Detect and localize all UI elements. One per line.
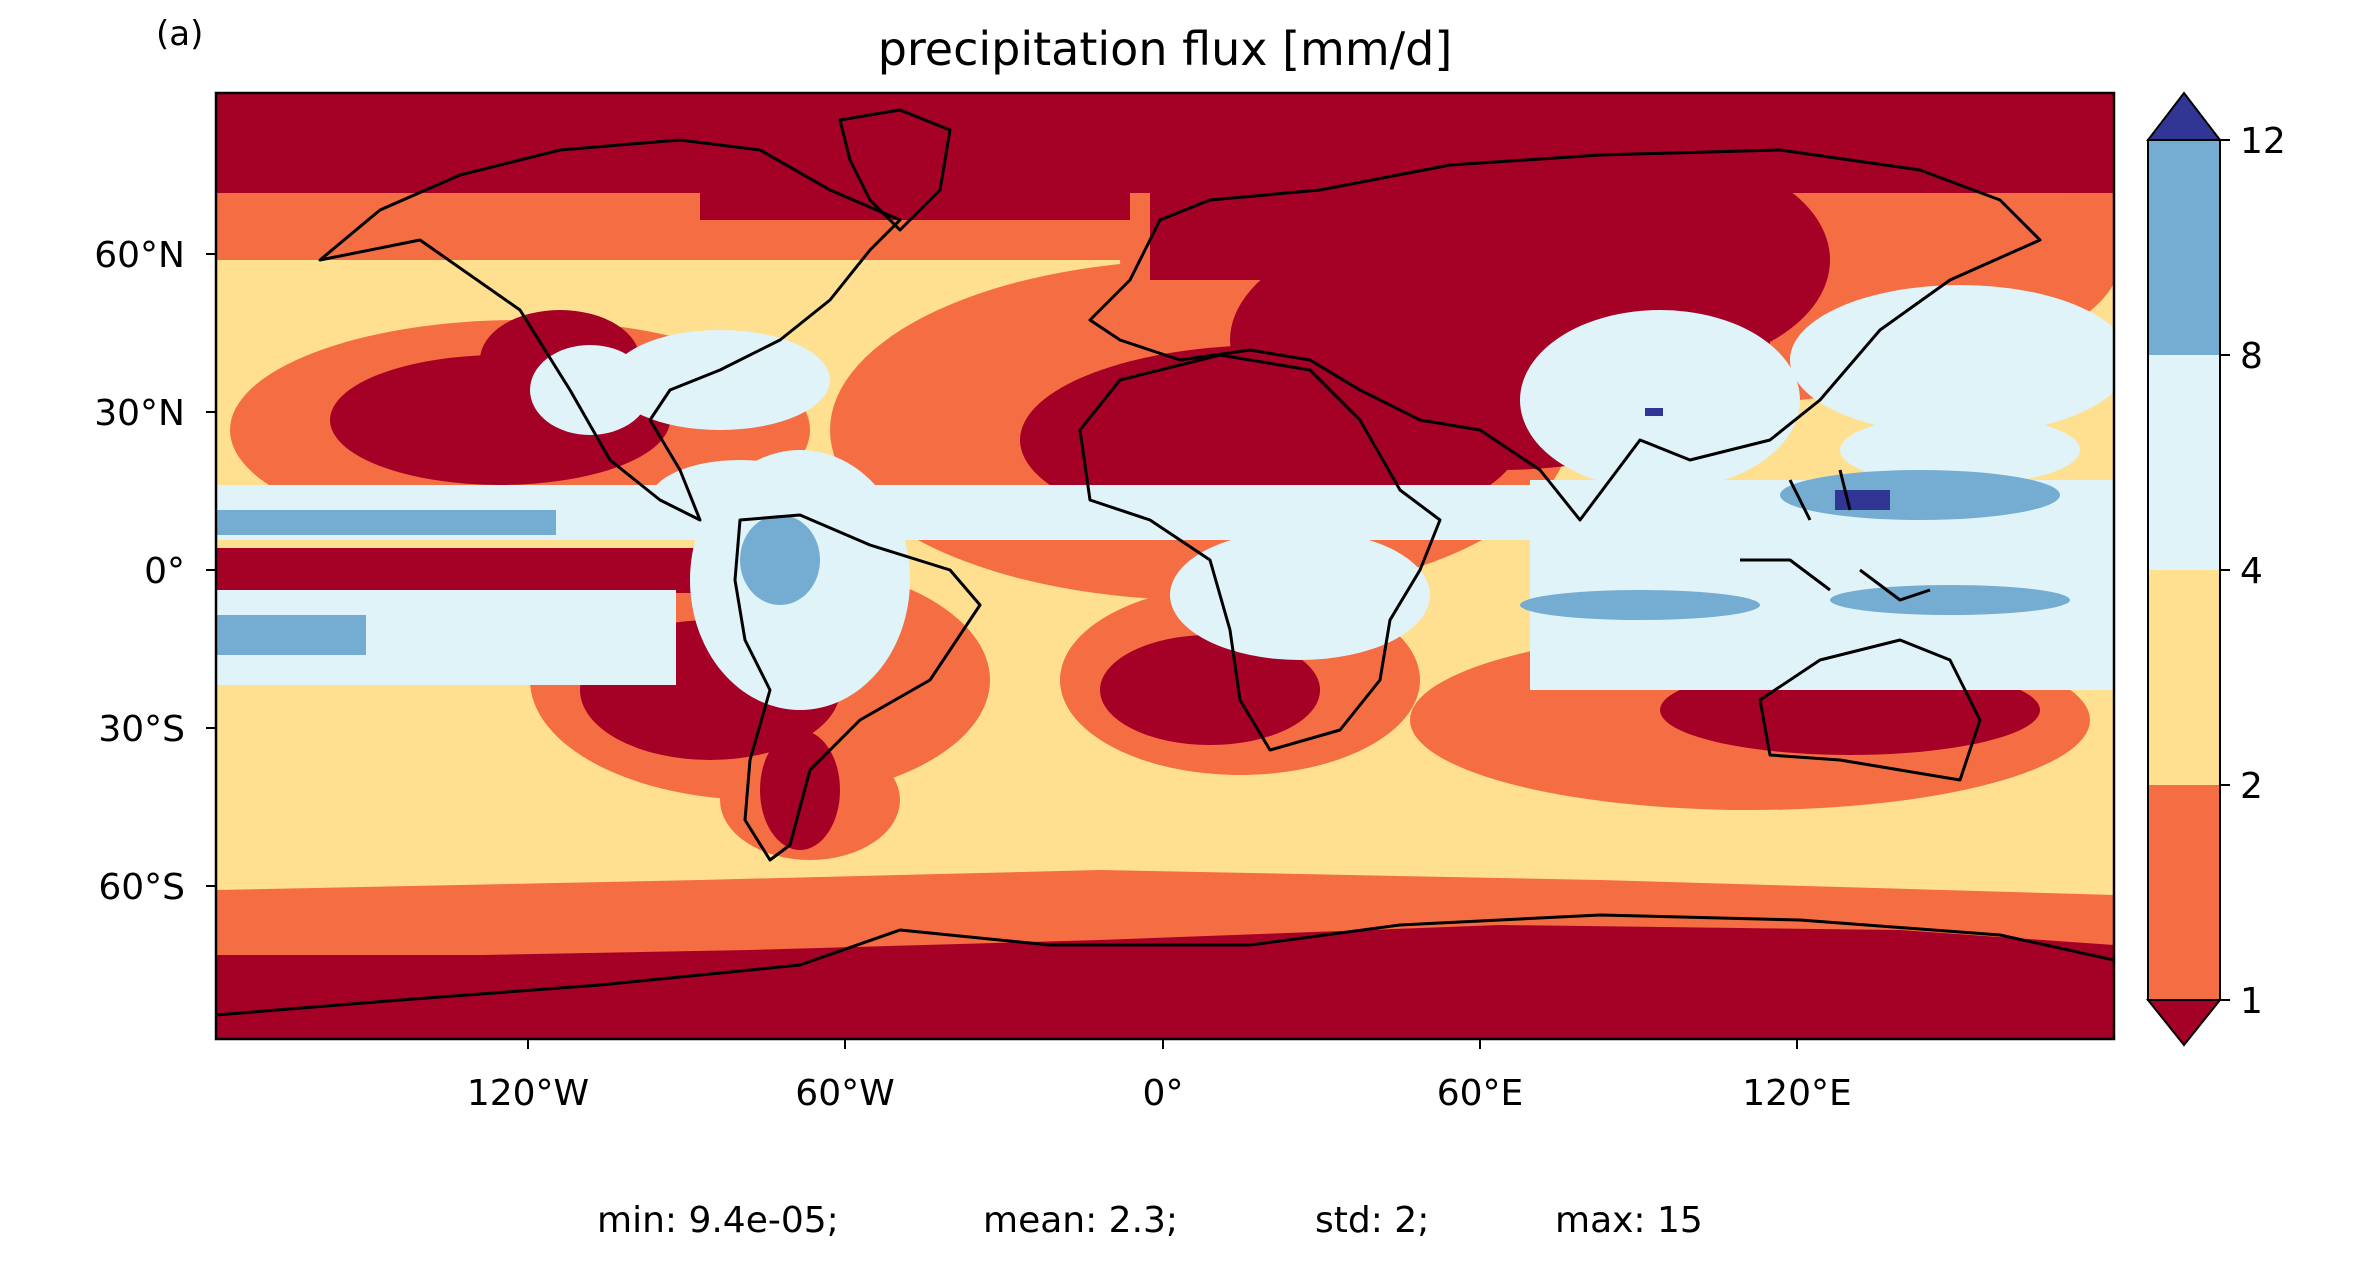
y-axis: 60°N 30°N 0° 30°S 60°S — [94, 235, 185, 908]
stat-std: std: 2; — [1315, 1200, 1429, 1241]
x-tick-label: 120°E — [1742, 1073, 1851, 1114]
stats-line: min: 9.4e-05; mean: 2.3; std: 2; max: 15 — [597, 1200, 1703, 1241]
coast-maritime — [1740, 469, 1931, 602]
map-title: precipitation flux [mm/d] — [878, 22, 1453, 76]
colorbar-tick-label: 1 — [2240, 981, 2263, 1022]
colorbar: 12 8 4 2 1 — [2145, 91, 2286, 1047]
coast-australia — [1758, 638, 1982, 782]
stat-mean: mean: 2.3; — [983, 1200, 1178, 1241]
map-frame — [214, 91, 2116, 1041]
colorbar-extend-max — [2145, 91, 2223, 141]
colorbar-tick-label: 2 — [2240, 766, 2263, 807]
colorbar-tick-label: 8 — [2240, 336, 2263, 377]
coast-eurasia — [1088, 148, 2042, 522]
y-tick-label: 0° — [144, 551, 185, 592]
field-lt-1 — [216, 93, 2114, 1039]
colorbar-tick-label: 4 — [2240, 551, 2263, 592]
y-tick-label: 30°N — [94, 393, 185, 434]
coastlines — [216, 108, 2114, 1017]
x-tick-label: 60°W — [795, 1073, 894, 1114]
stat-min: min: 9.4e-05; — [597, 1200, 839, 1241]
colorbar-bin-2-4 — [2148, 570, 2220, 785]
colorbar-bin-8-12 — [2148, 140, 2220, 355]
coast-greenland — [838, 108, 952, 232]
y-tick-label: 30°S — [98, 709, 185, 750]
colorbar-bin-1-2 — [2148, 785, 2220, 1000]
coast-south-america — [733, 513, 982, 862]
stat-max: max: 15 — [1555, 1200, 1703, 1241]
x-tick-label: 120°W — [467, 1073, 589, 1114]
x-tick-label: 0° — [1143, 1073, 1184, 1114]
axis-ticks — [206, 253, 1798, 1049]
panel-label: (a) — [156, 14, 203, 54]
x-axis: 120°W 60°W 0° 60°E 120°E — [467, 1073, 1852, 1114]
precipitation-map — [216, 93, 2114, 1039]
colorbar-extend-min — [2145, 999, 2223, 1047]
coast-africa — [1078, 353, 1442, 752]
x-tick-label: 60°E — [1437, 1073, 1524, 1114]
coast-antarctica — [216, 913, 2114, 1017]
colorbar-tick-label: 12 — [2240, 121, 2286, 162]
y-tick-label: 60°S — [98, 867, 185, 908]
colorbar-bin-4-8 — [2148, 355, 2220, 570]
y-tick-label: 60°N — [94, 235, 185, 276]
coast-north-america — [318, 138, 902, 522]
